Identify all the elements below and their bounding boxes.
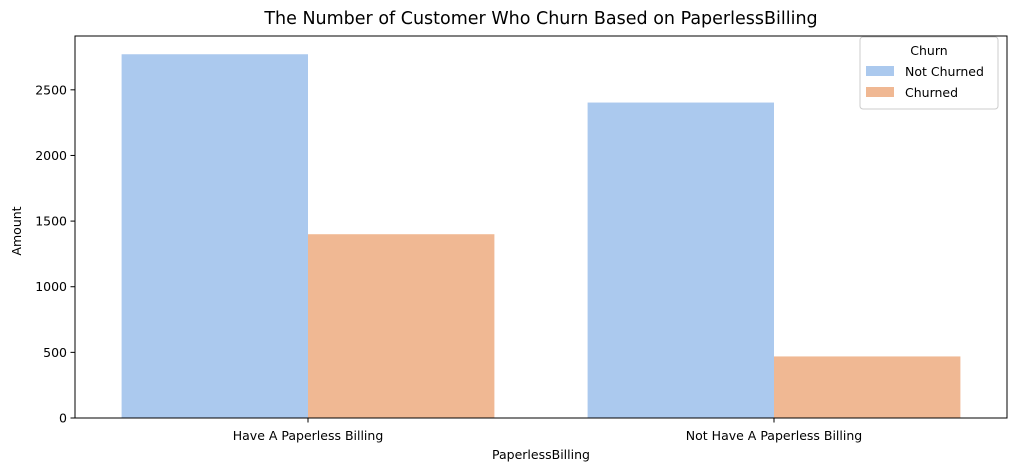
x-axis-label: PaperlessBilling [492, 447, 590, 462]
legend-label-not-churned: Not Churned [905, 64, 984, 79]
y-tick-label-500: 500 [43, 345, 67, 360]
x-tick-label-0: Have A Paperless Billing [233, 428, 384, 443]
legend-label-churned: Churned [905, 85, 958, 100]
bar-not-churned-0 [121, 54, 308, 418]
legend-box [859, 36, 999, 110]
bar-not-churned-1 [587, 102, 774, 419]
y-tick-label-0: 0 [59, 411, 67, 426]
x-tick-label-1: Not Have A Paperless Billing [686, 428, 862, 443]
bar-churned-1 [774, 356, 961, 418]
y-tick-label-1500: 1500 [35, 214, 67, 229]
chart-title: The Number of Customer Who Churn Based o… [263, 9, 817, 29]
legend-swatch-not-churned [866, 66, 894, 76]
y-axis-label: Amount [9, 206, 24, 255]
x-axis: Have A Paperless Billing Not Have A Paper… [233, 418, 862, 443]
y-axis: 0 500 1000 1500 2000 2500 [35, 82, 75, 426]
plot-frame [74, 35, 1008, 419]
legend-title: Churn [910, 43, 947, 58]
legend: Churn Not Churned Churned [859, 36, 999, 110]
y-tick-label-2500: 2500 [35, 82, 67, 97]
y-tick-label-2000: 2000 [35, 148, 67, 163]
legend-swatch-churned [866, 87, 894, 97]
legend-items: Not Churned Churned [866, 64, 984, 100]
y-tick-label-1000: 1000 [35, 279, 67, 294]
bar-churned-0 [308, 234, 495, 418]
bars-group [121, 54, 961, 419]
